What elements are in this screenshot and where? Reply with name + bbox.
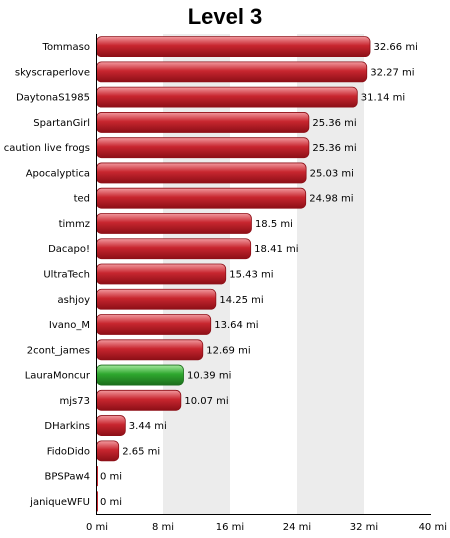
x-tick-label: 16 mi <box>216 522 244 533</box>
axis: 0 mi 8 mi 16 mi 24 mi 32 mi 40 mi <box>86 34 447 533</box>
bar <box>96 213 252 234</box>
chart-title: Level 3 <box>187 4 263 29</box>
category-label: Dacapo! <box>48 244 90 255</box>
grid-band <box>297 34 364 514</box>
category-label: SpartanGirl <box>33 118 90 129</box>
category-label: skyscraperlove <box>15 67 90 78</box>
category-label: caution live frogs <box>4 143 90 154</box>
category-label: ted <box>74 194 90 205</box>
category-label: janiqueWFU <box>29 497 90 508</box>
bar <box>96 61 368 83</box>
category-label: Ivano_M <box>49 320 90 331</box>
category-label: LauraMoncur <box>25 371 91 382</box>
value-label: 15.43 mi <box>229 270 273 281</box>
value-label: 25.36 mi <box>312 143 356 154</box>
bar-highlight <box>96 364 184 386</box>
value-label: 31.14 mi <box>361 93 405 104</box>
category-label: timmz <box>59 219 90 230</box>
category-label: UltraTech <box>43 270 90 281</box>
value-label: 14.25 mi <box>219 295 263 306</box>
category-label: DHarkins <box>44 421 90 432</box>
bar <box>96 491 98 512</box>
bar <box>96 137 310 159</box>
bar <box>96 314 212 335</box>
bar <box>96 389 182 411</box>
x-tick-label: 32 mi <box>350 522 378 533</box>
x-tick-label: 0 mi <box>86 522 108 533</box>
value-label: 10.07 mi <box>184 396 228 407</box>
bar <box>96 162 307 184</box>
category-label: FidoDido <box>47 446 90 457</box>
value-label: 32.27 mi <box>370 67 414 78</box>
x-tick-label: 24 mi <box>283 522 311 533</box>
bar <box>96 263 227 285</box>
x-tick-label: 40 mi <box>419 522 447 533</box>
category-label: 2cont_james <box>27 345 90 356</box>
x-tick-label: 8 mi <box>152 522 174 533</box>
value-label: 0 mi <box>100 497 122 508</box>
category-label: Apocalyptica <box>26 168 90 179</box>
bar <box>96 288 217 310</box>
bar <box>96 112 310 133</box>
category-label: mjs73 <box>60 396 90 407</box>
bar <box>96 466 98 487</box>
value-label: 13.64 mi <box>214 320 258 331</box>
value-label: 10.39 mi <box>187 371 231 382</box>
value-label: 24.98 mi <box>309 194 353 205</box>
bar <box>96 187 307 209</box>
labels: Tommaso 32.66 mi skyscraperlove 32.27 mi Day… <box>4 42 418 508</box>
category-label: Tommaso <box>42 42 90 53</box>
bar <box>96 415 126 436</box>
value-label: 12.69 mi <box>206 345 250 356</box>
value-label: 0 mi <box>100 472 122 483</box>
value-label: 32.66 mi <box>374 42 418 53</box>
value-label: 2.65 mi <box>122 446 160 457</box>
bar <box>96 238 252 260</box>
value-label: 3.44 mi <box>129 421 167 432</box>
value-label: 25.03 mi <box>310 168 354 179</box>
value-label: 25.36 mi <box>312 118 356 129</box>
category-label: DaytonaS1985 <box>16 93 90 104</box>
category-label: BPSPaw4 <box>45 472 91 483</box>
value-label: 18.5 mi <box>255 219 293 230</box>
bar <box>96 86 358 108</box>
bar <box>96 36 371 58</box>
bar <box>96 339 204 361</box>
value-label: 18.41 mi <box>254 244 298 255</box>
category-label: ashjoy <box>58 295 91 306</box>
bar <box>96 440 120 462</box>
